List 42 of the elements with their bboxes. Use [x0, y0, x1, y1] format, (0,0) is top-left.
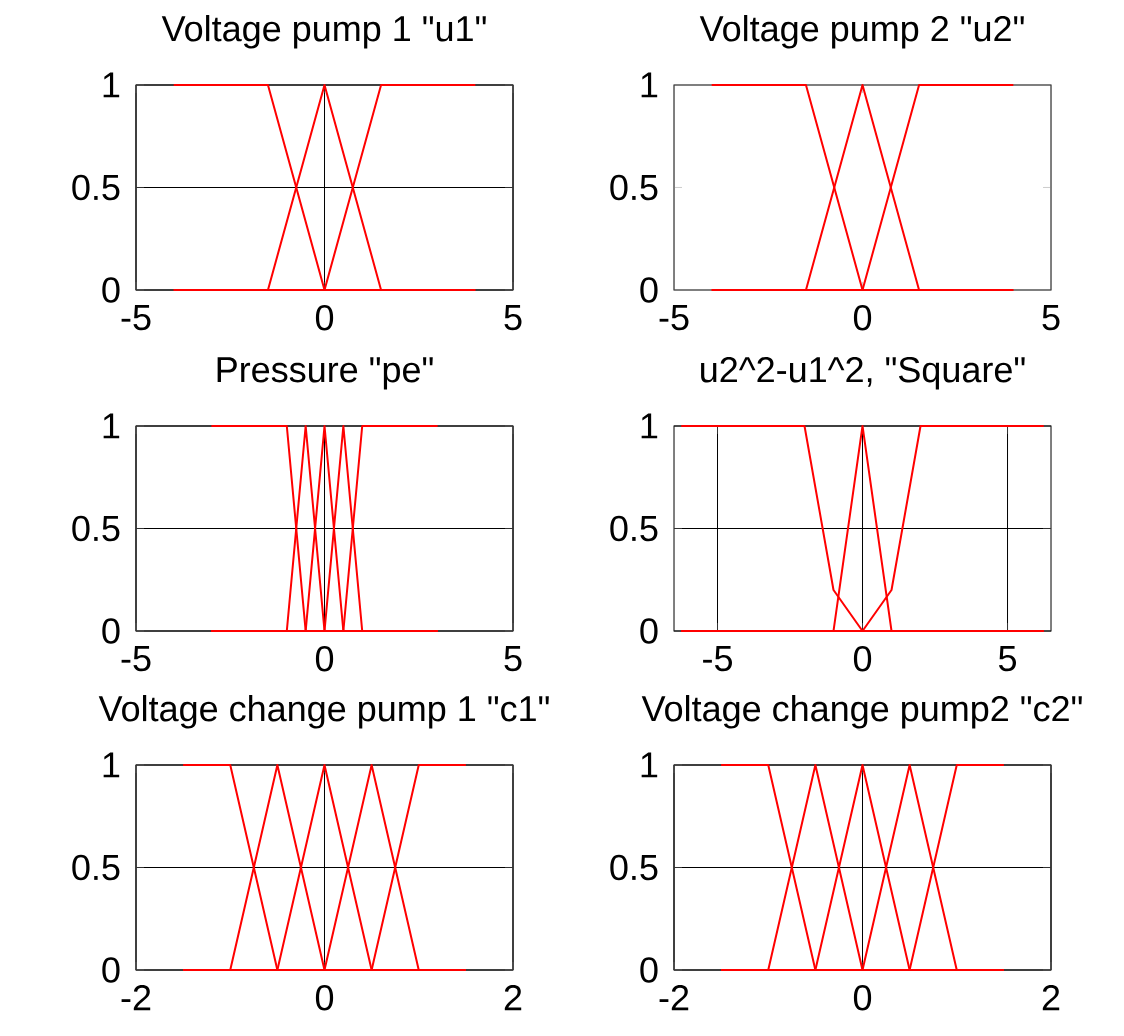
- y-tick-label: 1: [641, 752, 658, 778]
- y-tick-label: 0.5: [72, 515, 120, 542]
- y-tick-label: 1: [641, 72, 658, 98]
- y-tick-label: 0: [640, 618, 658, 644]
- chart-title: Voltage change pump2 "c2": [641, 695, 1082, 729]
- y-tick-label: 0.5: [610, 174, 658, 201]
- chart-title: Voltage change pump 1 "c1": [98, 695, 549, 729]
- y-tick-label: 0: [102, 957, 120, 983]
- y-tick-label: 0.5: [610, 515, 658, 542]
- y-tick-label: 0.5: [72, 174, 120, 201]
- x-tick-label: 0: [315, 305, 334, 331]
- y-tick-label: 0.5: [610, 854, 658, 881]
- y-tick-label: 0: [102, 277, 120, 303]
- x-tick-label: 0: [315, 646, 334, 672]
- y-tick-label: 1: [641, 413, 658, 439]
- chart-title: u2^2-u1^2, "Square": [701, 356, 1025, 390]
- x-tick-label: -5: [121, 646, 151, 672]
- y-tick-label: 0: [102, 618, 120, 644]
- chart-title: Voltage pump 1 "u1": [161, 15, 486, 49]
- y-tick-label: 0: [640, 277, 658, 303]
- x-tick-label: -2: [121, 985, 151, 1011]
- x-tick-label: 5: [504, 305, 522, 331]
- y-tick-label: 1: [103, 413, 120, 439]
- x-tick-label: 5: [504, 646, 522, 672]
- y-tick-label: 0: [640, 957, 658, 983]
- x-tick-label: -5: [659, 305, 689, 331]
- y-tick-label: 1: [103, 72, 120, 98]
- chart-title: Pressure "pe": [217, 357, 433, 390]
- x-tick-label: 0: [853, 985, 872, 1011]
- x-tick-label: 5: [998, 646, 1017, 672]
- x-tick-label: 5: [1042, 305, 1060, 331]
- x-tick-label: 2: [1042, 985, 1060, 1011]
- x-tick-label: 0: [853, 305, 872, 331]
- x-tick-label: -5: [121, 305, 151, 331]
- x-tick-label: 0: [853, 646, 872, 672]
- x-tick-label: -5: [703, 646, 732, 672]
- x-tick-label: -2: [659, 985, 689, 1011]
- chart-title: Voltage pump 2 "u2": [699, 15, 1024, 49]
- y-tick-label: 0.5: [72, 854, 120, 881]
- y-tick-label: 1: [103, 752, 120, 778]
- x-tick-label: 0: [315, 985, 334, 1011]
- x-tick-label: 2: [504, 985, 522, 1011]
